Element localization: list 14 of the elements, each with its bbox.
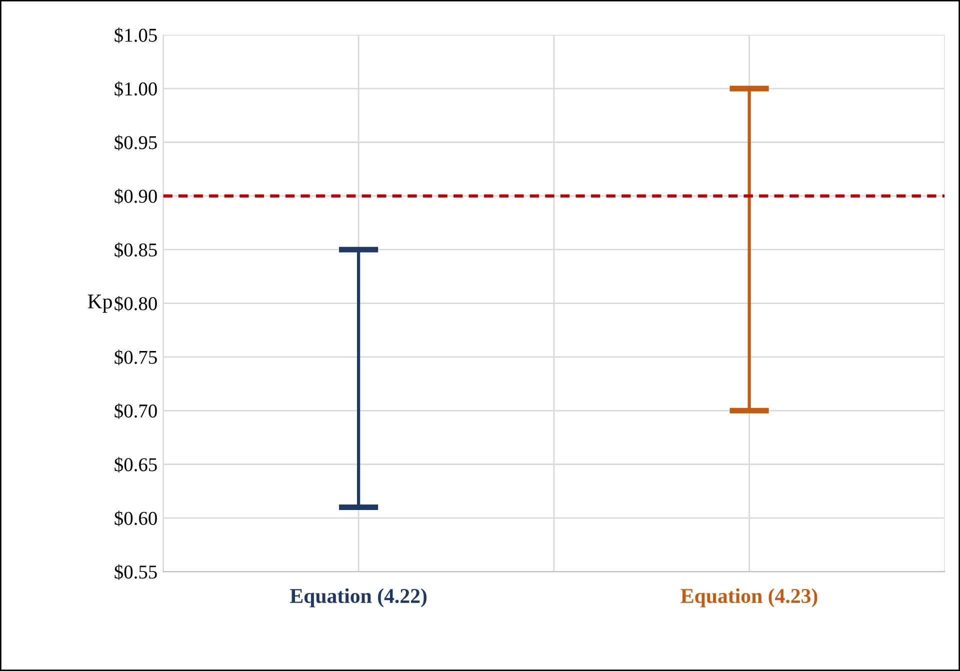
- y-tick-label: $0.90: [114, 188, 157, 204]
- y-tick-label: $0.95: [114, 134, 157, 150]
- y-tick-label: $0.70: [114, 403, 157, 419]
- y-tick-label: $0.60: [114, 510, 157, 526]
- x-tick-label: Equation (4.22): [290, 588, 427, 608]
- y-axis-title: Kp: [88, 294, 112, 313]
- y-tick-label: $1.00: [114, 81, 157, 97]
- y-tick-label: $1.05: [114, 28, 157, 44]
- y-tick-label: $0.80: [114, 296, 157, 312]
- y-tick-label: $0.65: [114, 457, 157, 473]
- y-tick-label: $0.55: [114, 564, 157, 580]
- y-tick-label: $0.75: [114, 350, 157, 366]
- y-tick-label: $0.85: [114, 242, 157, 258]
- x-tick-label: Equation (4.23): [680, 588, 818, 608]
